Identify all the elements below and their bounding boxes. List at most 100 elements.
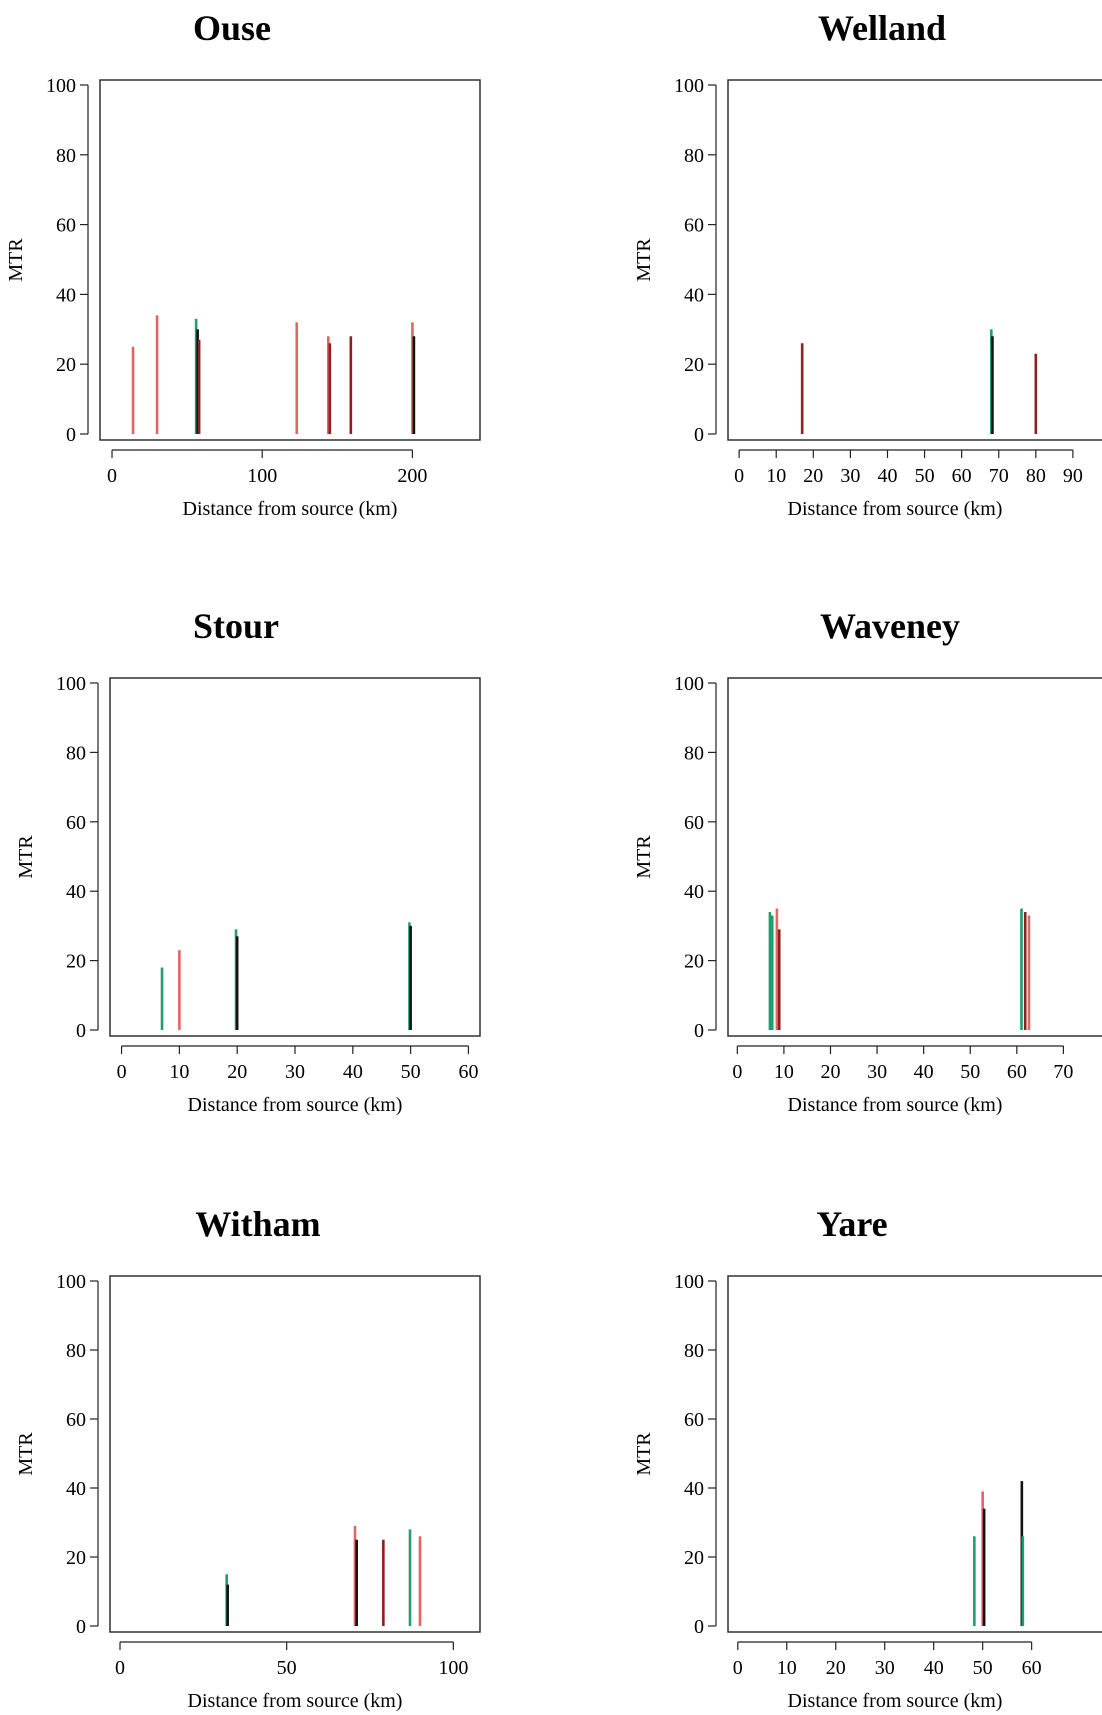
bar-mark <box>411 322 414 434</box>
bar-mark <box>991 336 994 434</box>
panel-title: Yare <box>816 1204 887 1244</box>
x-tick-label: 30 <box>285 1061 305 1083</box>
bar-mark <box>382 1539 385 1626</box>
x-tick-label: 0 <box>115 1657 125 1679</box>
x-tick-label: 30 <box>840 465 860 487</box>
bar-mark <box>353 1525 357 1626</box>
y-tick-label: 100 <box>674 75 704 97</box>
x-tick-label: 30 <box>867 1061 887 1083</box>
y-axis-label: MTR <box>15 835 37 879</box>
x-tick-label: 50 <box>401 1061 421 1083</box>
bar-mark <box>235 936 239 1030</box>
x-tick-label: 0 <box>733 1657 743 1679</box>
x-tick-label: 60 <box>458 1061 478 1083</box>
bar-mark <box>981 1491 984 1626</box>
bar-mark <box>770 915 774 1030</box>
y-tick-label: 100 <box>674 1271 704 1293</box>
y-tick-label: 40 <box>66 1478 86 1500</box>
y-tick-label: 80 <box>684 145 704 167</box>
bar-mark <box>1034 353 1038 434</box>
y-tick-label: 80 <box>66 1340 86 1362</box>
y-tick-label: 20 <box>684 1547 704 1569</box>
panel-title: Witham <box>195 1204 320 1244</box>
bar-mark <box>1020 908 1023 1030</box>
x-tick-label: 40 <box>914 1061 934 1083</box>
x-tick-label: 0 <box>734 465 744 487</box>
bar-mark <box>1023 912 1027 1030</box>
x-tick-label: 10 <box>777 1657 797 1679</box>
panel-title: Ouse <box>193 8 271 48</box>
y-tick-label: 20 <box>66 1547 86 1569</box>
x-tick-label: 40 <box>924 1657 944 1679</box>
x-tick-label: 50 <box>915 465 935 487</box>
panel-title: Welland <box>818 8 946 48</box>
x-axis-label: Distance from source (km) <box>188 1690 403 1712</box>
bar-mark <box>155 315 159 434</box>
x-axis-label: Distance from source (km) <box>188 1094 403 1116</box>
panel-ouse: Ouse 0 20 40 60 80 100 0 100 200 Distance from sou… <box>5 8 481 520</box>
x-tick-label: 70 <box>1053 1061 1073 1083</box>
x-tick-label: 200 <box>397 465 427 487</box>
x-tick-label: 20 <box>227 1061 247 1083</box>
y-tick-label: 60 <box>66 812 86 834</box>
bar-mark <box>328 343 332 434</box>
y-axis-label: MTR <box>633 1432 655 1476</box>
plot-frame <box>99 79 481 441</box>
y-axis-label: MTR <box>633 835 655 879</box>
bar-mark <box>1021 1536 1025 1626</box>
bar-mark <box>160 967 164 1030</box>
y-tick-label: 80 <box>66 742 86 764</box>
y-tick-label: 60 <box>66 1409 86 1431</box>
x-tick-label: 70 <box>989 465 1009 487</box>
plot-frame <box>109 1275 481 1633</box>
bar-mark <box>197 339 201 434</box>
x-tick-label: 40 <box>877 465 897 487</box>
bar-mark <box>131 346 135 434</box>
bar-mark <box>418 1536 422 1626</box>
y-axis-label: MTR <box>633 238 655 282</box>
plot-frame <box>727 677 1102 1037</box>
x-tick-label: 30 <box>875 1657 895 1679</box>
y-tick-label: 100 <box>56 1271 86 1293</box>
y-axis-label: MTR <box>5 238 27 282</box>
panel-witham: Witham 0 20 40 60 80 100 0 50 100 Distance from so… <box>15 1204 481 1712</box>
x-tick-label: 10 <box>766 465 786 487</box>
x-axis-label: Distance from source (km) <box>788 1094 1003 1116</box>
y-tick-label: 0 <box>66 424 76 446</box>
panel-title: Stour <box>193 606 279 646</box>
bar-mark <box>973 1536 976 1626</box>
bar-mark <box>768 912 772 1030</box>
x-tick-label: 80 <box>1026 465 1046 487</box>
x-tick-label: 0 <box>107 465 117 487</box>
y-tick-label: 0 <box>694 1020 704 1042</box>
y-tick-label: 60 <box>684 215 704 237</box>
y-tick-label: 20 <box>684 354 704 376</box>
x-tick-label: 50 <box>960 1061 980 1083</box>
bar-mark <box>777 929 781 1030</box>
bar-mark <box>1027 915 1031 1030</box>
y-tick-label: 40 <box>684 1478 704 1500</box>
bar-mark <box>194 318 198 434</box>
y-tick-label: 20 <box>684 951 704 973</box>
y-tick-label: 80 <box>684 742 704 764</box>
y-tick-label: 60 <box>56 215 76 237</box>
x-tick-label: 100 <box>247 465 277 487</box>
panel-waveney: Waveney 0 20 40 60 80 100 0 10 20 30 40 50 60 70 Distan… <box>633 606 1102 1116</box>
bar-mark <box>327 336 330 434</box>
x-tick-label: 10 <box>169 1061 189 1083</box>
bar-mark <box>800 343 804 434</box>
y-tick-label: 40 <box>684 284 704 306</box>
x-tick-label: 90 <box>1063 465 1083 487</box>
y-tick-label: 40 <box>56 284 76 306</box>
y-tick-label: 100 <box>46 75 76 97</box>
y-tick-label: 40 <box>66 881 86 903</box>
y-tick-label: 0 <box>76 1020 86 1042</box>
bar-mark <box>408 1529 412 1626</box>
x-axis-label: Distance from source (km) <box>788 498 1003 520</box>
y-tick-label: 20 <box>56 354 76 376</box>
bar-mark <box>982 1508 986 1626</box>
bar-mark <box>775 908 779 1030</box>
y-axis-label: MTR <box>15 1432 37 1476</box>
x-tick-label: 10 <box>774 1061 794 1083</box>
